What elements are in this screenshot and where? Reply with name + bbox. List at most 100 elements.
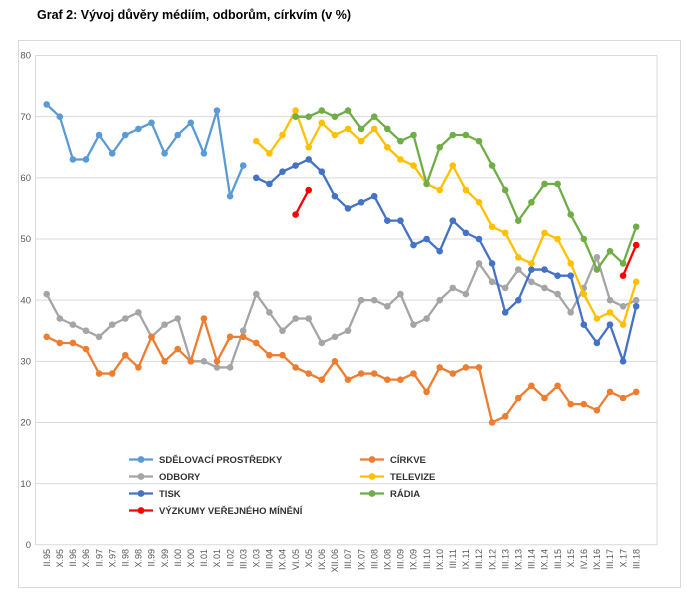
data-point <box>501 284 509 292</box>
series-v-zkumy-ve-ejn-ho-m-n-n- <box>292 186 640 279</box>
data-point <box>384 125 391 133</box>
data-point <box>318 107 326 114</box>
data-point <box>174 315 181 322</box>
series-c-rkve <box>43 315 640 426</box>
data-point <box>305 186 313 194</box>
legend-label: TISK <box>159 489 181 500</box>
data-point <box>580 290 588 298</box>
data-point <box>200 315 208 322</box>
data-point <box>488 162 496 169</box>
data-point <box>43 101 50 108</box>
data-point <box>554 382 561 390</box>
data-point <box>554 272 561 279</box>
data-point <box>397 376 404 383</box>
x-axis-tick-X.00: X.00 <box>186 549 196 568</box>
data-point <box>567 309 574 316</box>
data-point <box>135 125 142 133</box>
data-point <box>357 198 365 206</box>
data-point <box>174 345 181 353</box>
data-point <box>541 229 548 237</box>
x-axis-tick-III.04: III.04 <box>265 549 275 569</box>
data-point <box>213 107 221 114</box>
data-point <box>331 113 339 120</box>
data-point <box>606 296 614 304</box>
data-point <box>357 296 365 304</box>
x-axis-tick-X.97: X.97 <box>107 549 117 568</box>
data-point <box>161 321 168 328</box>
data-point <box>95 131 103 139</box>
data-point <box>384 143 391 151</box>
data-point <box>554 235 561 243</box>
data-point <box>239 327 247 335</box>
x-axis-tick-II.97: II.97 <box>94 549 104 567</box>
data-point <box>515 217 522 224</box>
data-point <box>436 296 444 304</box>
data-point <box>252 290 260 298</box>
data-point <box>252 137 260 145</box>
data-point <box>370 296 378 304</box>
data-point <box>370 125 378 133</box>
data-point <box>187 358 195 365</box>
x-axis-tick-III.14: III.14 <box>527 549 537 569</box>
x-axis-tick-III.09: III.09 <box>396 549 406 569</box>
data-point <box>541 266 548 273</box>
legend-label: TELEVIZE <box>390 472 435 483</box>
data-point <box>410 241 417 249</box>
y-axis-tick-40: 40 <box>20 295 31 306</box>
data-point <box>213 358 221 365</box>
series-sd-lovac-prost-edky <box>43 101 247 200</box>
data-point <box>501 309 509 316</box>
data-point <box>161 358 168 365</box>
legend-marker-dot <box>368 456 376 463</box>
data-point <box>200 150 208 157</box>
x-axis-tick-II.99: II.99 <box>147 549 157 567</box>
legend-label: CÍRKVE <box>390 455 426 466</box>
data-point <box>122 315 129 322</box>
data-point <box>43 333 50 341</box>
series-tisk <box>252 156 640 365</box>
legend-marker-dot <box>137 473 145 480</box>
series-line <box>255 109 638 326</box>
data-point <box>593 406 601 414</box>
data-point <box>239 162 247 169</box>
legend-item-r-dia: RÁDIA <box>360 489 420 500</box>
data-point <box>528 278 535 286</box>
data-point <box>370 192 378 200</box>
data-point <box>528 260 535 267</box>
legend-label: VÝZKUMY VEŘEJNÉHO MÍNĚNÍ <box>159 505 303 517</box>
data-point <box>606 247 614 255</box>
data-point <box>305 156 313 163</box>
x-axis-tick-IX.11: IX.11 <box>461 549 471 569</box>
legend-label: SDĚLOVACÍ PROSTŘEDKY <box>159 454 283 466</box>
x-axis-tick-IX.14: IX.14 <box>540 549 550 570</box>
data-point <box>449 370 457 377</box>
data-point <box>410 321 417 328</box>
data-point <box>305 370 313 377</box>
data-point <box>501 413 509 420</box>
data-point <box>515 296 522 304</box>
data-point <box>475 364 483 371</box>
y-axis-tick-70: 70 <box>20 112 31 123</box>
data-point <box>266 150 273 157</box>
data-point <box>279 327 286 335</box>
data-point <box>344 327 352 335</box>
x-axis-tick-IV.16: IV.16 <box>579 549 589 569</box>
legend-item-v-zkumy-ve-ejn-ho-m-n-n-: VÝZKUMY VEŘEJNÉHO MÍNĚNÍ <box>129 505 303 517</box>
data-point <box>632 241 640 249</box>
series-line <box>45 256 638 369</box>
legend-item-televize: TELEVIZE <box>360 472 435 483</box>
data-point <box>397 156 404 163</box>
y-axis-tick-20: 20 <box>20 418 31 429</box>
data-point <box>292 162 299 169</box>
x-axis-tick-II.98: II.98 <box>121 549 131 567</box>
data-point <box>331 358 339 365</box>
x-axis-tick-X.96: X.96 <box>81 549 91 568</box>
data-point <box>580 235 588 243</box>
data-point <box>423 315 430 322</box>
data-point <box>449 162 457 169</box>
data-point <box>501 229 509 237</box>
x-axis-tick-III.18: III.18 <box>631 549 641 569</box>
series-r-dia <box>292 107 640 273</box>
data-point <box>580 321 588 328</box>
